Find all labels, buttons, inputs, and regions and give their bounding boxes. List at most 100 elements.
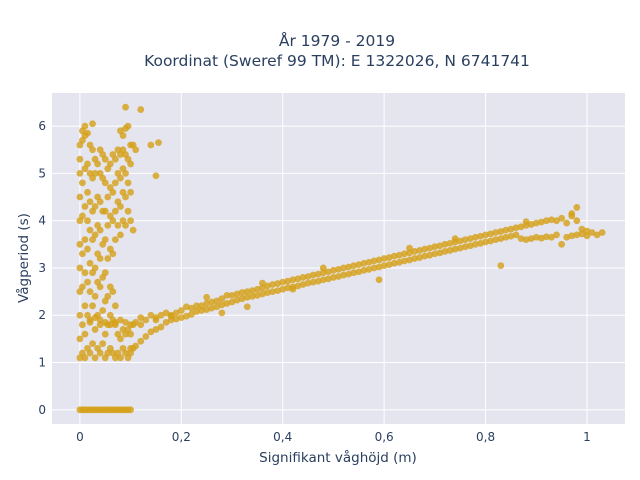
scatter-point [76,264,84,272]
scatter-point [137,106,145,113]
scatter-point [172,309,180,317]
scatter-point [269,281,276,288]
scatter-point [91,203,99,210]
scatter-point [482,231,489,239]
scatter-point [104,255,112,262]
scatter-point [117,354,124,362]
scatter-point [472,240,479,248]
scatter-point [472,233,479,241]
scatter-point [111,318,119,326]
scatter-point [76,169,84,177]
scatter-point [132,342,140,350]
scatter-point [96,321,104,329]
scatter-point [243,293,251,301]
scatter-point [208,298,216,306]
scatter-point [319,269,327,277]
scatter-point [451,235,459,243]
scatter-point [101,155,109,163]
scatter-point [492,236,500,243]
scatter-point [109,288,117,295]
scatter-point [563,219,571,227]
scatter-point [137,314,145,322]
scatter-point [243,303,251,311]
scatter-point [132,318,140,326]
scatter-point [84,160,91,168]
scatter-point [101,318,109,326]
y-tick-label: 4 [38,214,46,228]
scatter-point [101,179,109,187]
scatter-point [401,250,408,258]
scatter-point [461,243,469,251]
scatter-point [81,269,89,277]
scatter-point [380,255,388,262]
scatter-point [86,259,94,267]
scatter-point [568,210,576,217]
scatter-point [106,321,114,329]
scatter-point [319,264,327,272]
scatter-point [86,318,94,326]
scatter-point [309,278,317,286]
scatter-point [104,222,112,229]
x-tick-label: 0,8 [476,430,495,444]
scatter-point [304,279,312,287]
scatter-point [124,122,132,130]
scatter-point [114,222,122,229]
scatter-point [91,169,99,177]
scatter-point [122,222,129,229]
chart-title-line-2: Koordinat (Sweref 99 TM): E 1322026, N 6… [144,52,530,70]
scatter-point [532,233,540,241]
scatter-point [517,235,525,243]
scatter-point [117,203,124,210]
scatter-point [177,307,185,314]
scatter-point [259,279,266,287]
scatter-point [124,207,132,215]
scatter-point [76,311,84,319]
scatter-point [91,354,99,362]
scatter-point [111,236,119,243]
scatter-point [119,132,127,139]
scatter-point [299,274,307,281]
scatter-point [89,120,96,128]
scatter-point [289,285,297,293]
scatter-point [142,333,150,340]
scatter-point [99,307,107,314]
scatter-point [188,304,195,312]
scatter-point [127,160,134,168]
scatter-point [91,231,99,239]
scatter-point [431,243,439,251]
scatter-point [218,309,226,317]
scatter-point [461,236,469,243]
scatter-point [421,245,429,253]
scatter-point [101,236,109,243]
scatter-point [198,307,205,314]
scatter-point [76,193,84,201]
scatter-point [573,217,581,225]
scatter-point [86,288,94,295]
scatter-point [84,129,91,137]
scatter-point [223,291,231,299]
scatter-point [76,335,84,343]
scatter-point [84,245,91,253]
scatter-point [350,262,358,269]
scatter-point [101,269,109,277]
scatter-point [122,169,129,177]
y-tick-label: 3 [38,261,46,275]
scatter-point [96,316,104,324]
scatter-point [86,349,94,357]
scatter-point [162,318,170,326]
scatter-point [573,204,581,211]
x-tick-label: 0,4 [273,430,292,444]
scatter-point [79,321,86,329]
chart-title-line-1: År 1979 - 2019 [279,31,395,50]
scatter-point [96,198,104,206]
scatter-point [111,302,119,310]
x-tick-label: 0 [76,430,84,444]
scatter-point [117,231,124,239]
scatter-point [522,218,530,226]
scatter-point [502,226,510,234]
scatter-point [380,262,388,269]
scatter-point [152,316,160,324]
scatter-point [137,321,145,329]
scatter-point [548,216,555,224]
scatter-point [89,340,96,348]
